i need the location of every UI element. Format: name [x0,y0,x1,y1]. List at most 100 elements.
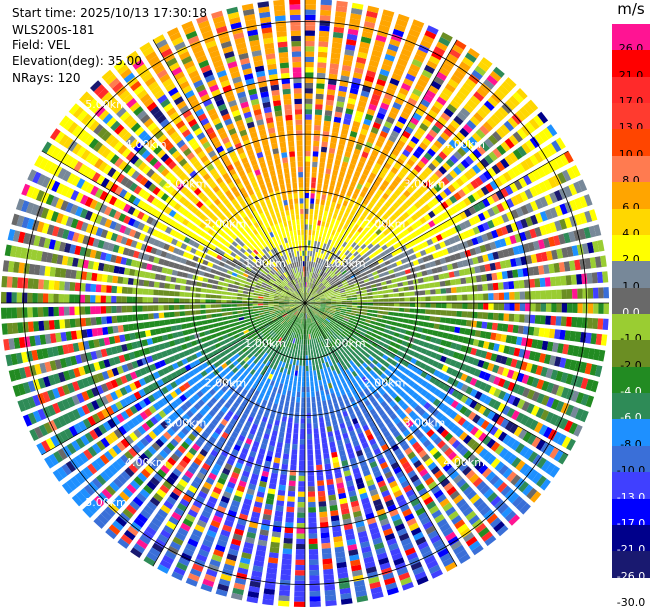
velocity-gate [371,287,378,292]
velocity-gate [445,143,455,153]
velocity-gate [320,285,326,290]
velocity-gate [379,251,386,258]
velocity-gate [403,313,410,318]
velocity-gate [347,97,357,105]
velocity-gate [574,259,581,271]
velocity-gate [329,271,335,277]
velocity-gate [366,214,373,221]
velocity-gate [270,472,278,479]
velocity-gate [287,496,295,502]
velocity-gate [316,475,324,481]
velocity-gate [444,83,456,93]
velocity-gate [559,203,568,215]
velocity-gate [311,359,315,366]
velocity-gate [374,39,386,48]
velocity-gate [560,316,567,327]
velocity-gate [591,272,598,284]
velocity-gate [508,313,515,322]
velocity-gate [317,241,321,248]
velocity-gate [348,92,358,100]
velocity-gate [314,306,320,309]
velocity-gate [288,485,296,492]
velocity-gate [308,334,311,340]
velocity-gate [319,253,323,259]
velocity-gate [308,496,316,503]
velocity-gate [463,197,472,207]
velocity-gate [422,34,435,45]
velocity-gate [313,285,318,291]
velocity-gate [477,340,485,348]
velocity-gate [309,277,312,283]
velocity-gate [381,14,393,23]
velocity-gate [292,438,298,445]
velocity-gate [474,330,481,338]
velocity-gate [297,502,305,508]
velocity-gate [348,239,354,246]
velocity-gate [331,47,342,54]
velocity-gate [331,283,337,287]
velocity-gate [347,28,359,36]
velocity-gate [421,270,428,277]
velocity-gate [305,224,308,230]
velocity-gate [539,196,549,208]
velocity-gate [341,234,347,241]
velocity-gate [351,292,357,295]
velocity-gate [540,409,550,421]
velocity-gate [492,148,502,159]
velocity-gate [529,118,540,130]
velocity-gate [353,251,359,257]
velocity-gate [365,141,373,149]
velocity-gate [561,247,569,258]
velocity-gate [327,84,336,91]
velocity-gate [431,124,441,134]
velocity-gate [342,200,349,207]
velocity-gate [368,263,375,269]
velocity-gate [325,283,331,288]
velocity-gate [319,25,330,32]
velocity-gate [324,255,329,261]
velocity-gate [305,292,307,298]
velocity-gate [317,480,325,486]
velocity-gate [556,385,565,397]
velocity-gate [579,195,588,208]
velocity-gate [388,134,397,143]
velocity-gate [298,370,302,377]
velocity-gate [501,81,513,93]
velocity-gate [307,465,314,471]
velocity-gate [311,290,315,295]
velocity-gate [571,317,578,328]
velocity-gate [359,250,366,256]
velocity-gate [402,43,414,53]
velocity-gate [319,242,324,248]
velocity-gate [352,204,359,212]
velocity-gate [344,113,353,120]
velocity-gate [364,113,374,121]
velocity-gate [363,278,370,283]
velocity-gate [272,386,278,393]
velocity-gate [343,223,349,230]
velocity-gate [228,319,235,324]
velocity-gate [325,306,331,308]
velocity-gate [321,373,326,380]
velocity-gate [346,309,352,313]
velocity-gate [483,170,493,181]
velocity-gate [446,123,457,134]
velocity-gate [398,215,406,223]
velocity-gate [330,376,336,383]
velocity-gate [302,329,304,335]
velocity-gate [411,344,418,351]
velocity-gate [352,175,359,183]
velocity-gate [432,330,439,337]
velocity-gate [318,215,323,221]
velocity-gate [204,330,211,336]
velocity-gate [315,304,321,306]
velocity-gate [320,305,326,307]
velocity-gate [327,489,336,496]
velocity-gate [309,601,321,607]
velocity-gate [516,128,528,140]
velocity-gate [490,229,499,239]
velocity-gate [515,257,522,267]
velocity-gate [334,269,340,275]
velocity-gate [335,203,341,210]
velocity-gate [305,67,314,73]
